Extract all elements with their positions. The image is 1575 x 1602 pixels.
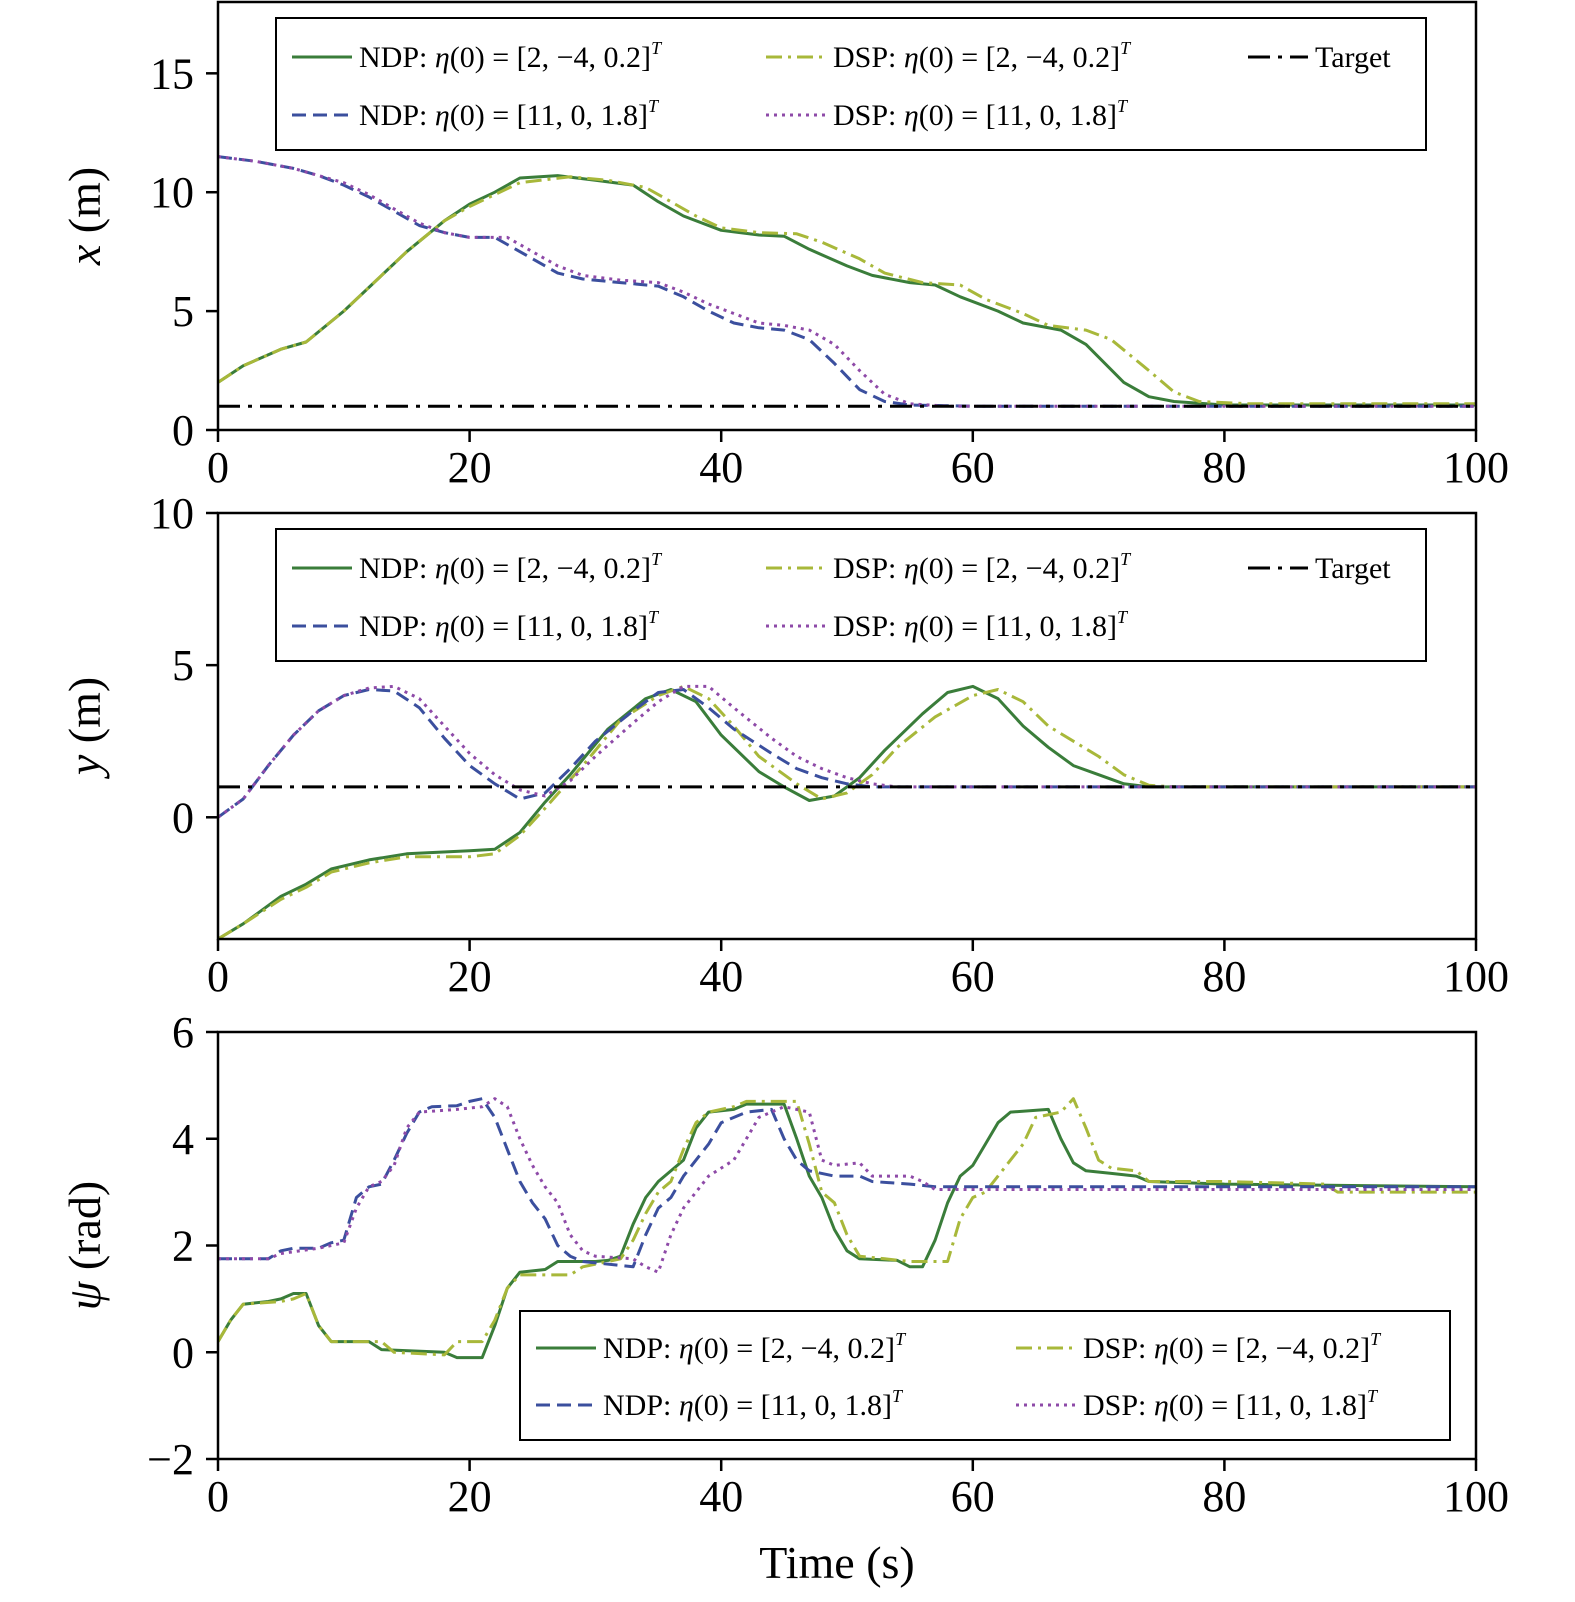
legend: NDP: η(0) = [2, −4, 0.2]T DSP: η(0) = [2,… <box>275 17 1427 151</box>
y-tick-label: 10 <box>150 489 194 538</box>
plot-frame <box>216 511 1478 941</box>
legend-label-dsp_b: DSP: η(0) = [11, 0, 1.8]T <box>833 607 1129 643</box>
y-axis-title: x (m) <box>59 167 110 266</box>
series-line-dsp_b <box>218 684 1476 819</box>
legend-label-ndp_a: NDP: η(0) = [2, −4, 0.2]T <box>603 1329 907 1365</box>
x-tick-label: 20 <box>448 952 492 1001</box>
x-tick-label: 80 <box>1202 1472 1246 1521</box>
x-tick-label: 40 <box>699 443 743 492</box>
x-tick-label: 100 <box>1443 1472 1509 1521</box>
y-tick-label: 5 <box>172 641 194 690</box>
x-tick-label: 40 <box>699 952 743 1001</box>
legend-label-dsp_a: DSP: η(0) = [2, −4, 0.2]T <box>833 38 1132 74</box>
y-axis-title: y (m) <box>59 677 110 779</box>
y-tick-label: −2 <box>147 1435 194 1484</box>
y-tick-label: 0 <box>172 406 194 455</box>
x-tick-label: 20 <box>448 1472 492 1521</box>
legend-label-target: Target <box>1315 552 1391 585</box>
panel-1: 0 20 40 60 80 100 0 5 10 15 x (m) NDP: η(0) = [2, −… <box>59 0 1509 492</box>
y-tick-label: 5 <box>172 287 194 336</box>
legend-label-dsp_a: DSP: η(0) = [2, −4, 0.2]T <box>833 549 1132 585</box>
legend-label-ndp_b: NDP: η(0) = [11, 0, 1.8]T <box>359 96 660 132</box>
x-tick-label: 20 <box>448 443 492 492</box>
y-axis-title: ψ (rad) <box>59 1181 110 1310</box>
x-tick-label: 100 <box>1443 952 1509 1001</box>
x-tick-label: 0 <box>207 443 229 492</box>
series-line-ndp_b <box>218 1097 1476 1269</box>
x-tick-label: 0 <box>207 952 229 1001</box>
y-tick-label: 4 <box>172 1115 194 1164</box>
series-line-ndp_a <box>218 684 1476 939</box>
legend-label-target: Target <box>1315 41 1391 74</box>
series-line-dsp_a <box>218 684 1476 939</box>
legend-label-ndp_a: NDP: η(0) = [2, −4, 0.2]T <box>359 38 663 74</box>
legend-label-dsp_b: DSP: η(0) = [11, 0, 1.8]T <box>833 96 1129 132</box>
x-tick-label: 100 <box>1443 443 1509 492</box>
series-line-dsp_b <box>218 1097 1476 1274</box>
legend-label-dsp_a: DSP: η(0) = [2, −4, 0.2]T <box>1083 1329 1382 1365</box>
x-tick-label: 80 <box>1202 952 1246 1001</box>
x-axis-title: Time (s) <box>759 1537 915 1588</box>
legend-label-ndp_b: NDP: η(0) = [11, 0, 1.8]T <box>359 607 660 643</box>
series-line-ndp_a <box>218 174 1476 407</box>
series-line-dsp_a <box>218 175 1476 406</box>
y-tick-label: 0 <box>172 793 194 842</box>
plot-frame <box>216 0 1478 432</box>
x-tick-label: 0 <box>207 1472 229 1521</box>
legend: NDP: η(0) = [2, −4, 0.2]T DSP: η(0) = [2,… <box>519 1310 1451 1441</box>
legend-label-ndp_a: NDP: η(0) = [2, −4, 0.2]T <box>359 549 663 585</box>
series-line-ndp_b <box>218 155 1476 408</box>
series-group <box>218 684 1476 939</box>
legend-label-ndp_b: NDP: η(0) = [11, 0, 1.8]T <box>603 1386 904 1422</box>
y-tick-label: 0 <box>172 1328 194 1377</box>
panel-2: 0 20 40 60 80 100 0 5 10 y (m) NDP: η(0) = [2, −4,… <box>59 489 1509 1001</box>
x-tick-label: 40 <box>699 1472 743 1521</box>
y-tick-label: 15 <box>150 49 194 98</box>
series-group <box>218 155 1476 408</box>
x-tick-label: 60 <box>951 443 995 492</box>
legend-label-dsp_b: DSP: η(0) = [11, 0, 1.8]T <box>1083 1386 1379 1422</box>
y-tick-label: 2 <box>172 1222 194 1271</box>
series-line-ndp_b <box>218 688 1476 819</box>
x-tick-label: 80 <box>1202 443 1246 492</box>
series-line-dsp_a <box>218 1097 1476 1357</box>
x-tick-label: 60 <box>951 1472 995 1521</box>
y-tick-label: 6 <box>172 1008 194 1057</box>
series-group <box>218 1097 1476 1360</box>
legend: NDP: η(0) = [2, −4, 0.2]T DSP: η(0) = [2,… <box>275 528 1427 662</box>
series-line-dsp_b <box>218 155 1476 408</box>
y-tick-label: 10 <box>150 168 194 217</box>
x-tick-label: 60 <box>951 952 995 1001</box>
panel-3: 0 20 40 60 80 100 −2 0 2 4 6 ψ (rad) NDP: η(0) = [2,… <box>59 1008 1509 1521</box>
